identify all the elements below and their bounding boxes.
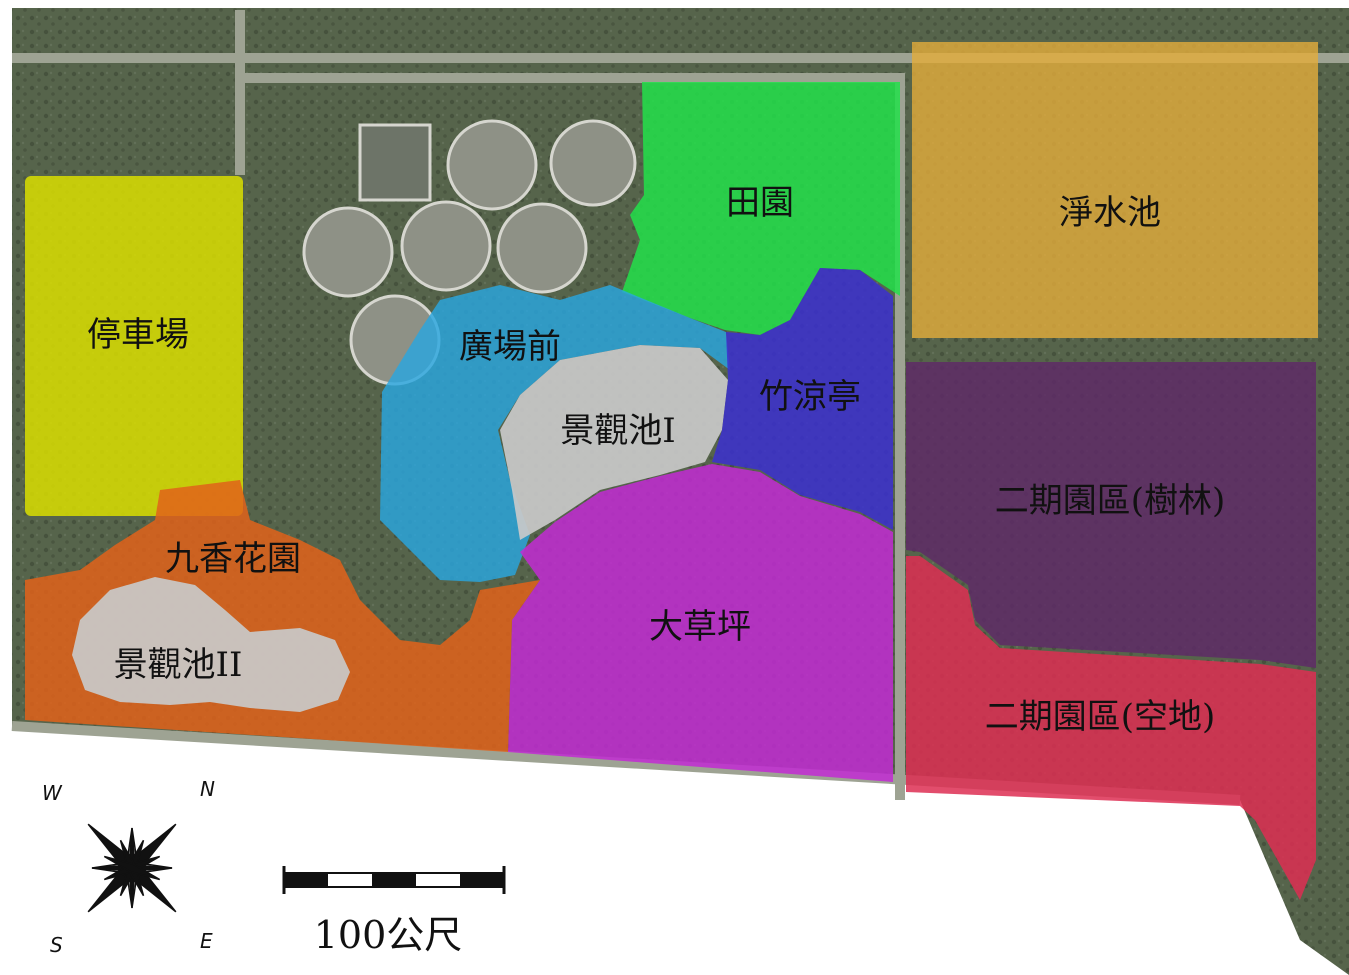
tank xyxy=(496,202,588,294)
compass-n: N xyxy=(200,777,215,801)
tank-building xyxy=(358,123,432,202)
scale-bar-segment xyxy=(284,873,328,887)
road-inner xyxy=(240,73,905,800)
zone-parking xyxy=(25,176,243,516)
zone-fields xyxy=(622,82,900,335)
zone-plaza-front xyxy=(380,285,730,582)
scale-bar: 100公尺 xyxy=(282,866,506,957)
label-fields: 田園 xyxy=(726,183,794,223)
scale-bar-segment xyxy=(460,873,504,887)
tank xyxy=(549,119,637,207)
scale-bar-label: 100公尺 xyxy=(314,913,463,957)
zone-phase2-vacant xyxy=(906,556,1316,900)
compass-rose: N E S W xyxy=(42,777,215,957)
label-phase2-vacant: 二期園區(空地) xyxy=(985,697,1216,737)
treatment-tanks xyxy=(302,119,637,386)
zones xyxy=(25,42,1318,900)
compass-icon xyxy=(87,823,177,913)
compass-s: S xyxy=(50,933,63,957)
zone-labels: 停車場 田園 淨水池 廣場前 景觀池I 竹涼亭 二期園區(樹林) 九香花園 景觀… xyxy=(87,183,1225,737)
label-scenic-pond-1: 景觀池I xyxy=(560,411,675,451)
label-phase2-forest: 二期園區(樹林) xyxy=(995,481,1226,521)
tank xyxy=(446,119,538,211)
zone-big-lawn xyxy=(508,464,893,782)
label-bamboo-pavilion: 竹涼亭 xyxy=(759,377,861,417)
label-parking: 停車場 xyxy=(87,315,189,355)
zone-phase2-forest xyxy=(906,362,1316,668)
tank xyxy=(400,200,492,292)
label-jiuxiang-garden: 九香花園 xyxy=(165,539,301,579)
label-big-lawn: 大草坪 xyxy=(649,607,751,647)
zone-scenic-pond-2 xyxy=(72,577,350,712)
label-plaza-front: 廣場前 xyxy=(459,327,561,367)
tank xyxy=(302,206,394,298)
label-scenic-pond-2: 景觀池II xyxy=(114,645,243,685)
scale-bar-segment xyxy=(372,873,416,887)
zone-bamboo-pavilion xyxy=(712,268,893,530)
compass-e: E xyxy=(200,929,213,953)
label-purify-pond: 淨水池 xyxy=(1059,193,1161,233)
zone-scenic-pond-1 xyxy=(500,345,728,540)
zone-purify-pond xyxy=(912,42,1318,338)
compass-w: W xyxy=(42,781,63,805)
